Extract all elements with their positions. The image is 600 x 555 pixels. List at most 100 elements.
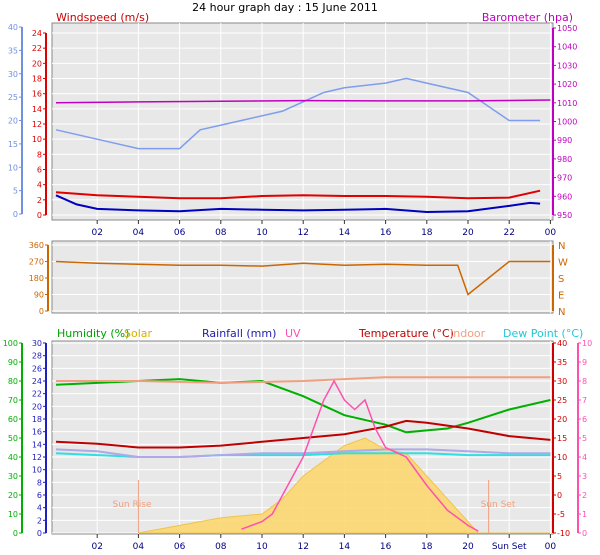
barometer-y-axis-tick-label: 1020 — [557, 80, 577, 89]
humidity-y-axis-tick-label: 60 — [8, 415, 18, 424]
climate-x-tick-label: 20 — [462, 542, 474, 552]
direction-plot-area — [51, 240, 554, 314]
temperature-y-axis-tick-label: 40 — [557, 339, 567, 348]
wind-outer-y-axis-tick-label: 0 — [13, 210, 18, 219]
wind-baro-x-tick-label: 08 — [215, 228, 227, 238]
wind-outer-y-axis-tick-label: 20 — [8, 117, 18, 126]
wind-baro-x-tick-label: 06 — [174, 228, 186, 238]
direction-series — [55, 260, 551, 296]
wind-baro-axes: 0510152025303540024681012141618202224950… — [8, 23, 578, 238]
legend-indoor: Indoor — [450, 327, 486, 340]
humidity-y-axis-tick-label: 0 — [13, 529, 18, 538]
uv-y-axis-tick-label: 0 — [582, 529, 587, 538]
sunset-label: Sun Set — [481, 500, 516, 510]
barometer-y-axis-tick-label: 1040 — [557, 43, 577, 52]
rainfall-y-axis-tick-label: 14 — [32, 440, 42, 449]
wind-baro-x-tick-label: 10 — [256, 228, 268, 238]
wind-inner-y-axis-tick-label: 18 — [32, 75, 42, 84]
wind-baro-plot-area — [51, 22, 554, 221]
climate-x-tick-label: 02 — [91, 542, 102, 552]
humidity-y-axis-tick-label: 80 — [8, 377, 18, 386]
humidity-y-axis-tick-label: 70 — [8, 396, 18, 405]
compass-label: W — [558, 258, 568, 269]
legend-solar: Solar — [124, 327, 153, 340]
direction-y-axis-tick-label: 0 — [39, 307, 44, 316]
rainfall-y-axis-tick-label: 24 — [32, 377, 42, 386]
series-line-humidity- — [55, 378, 551, 434]
uv-y-axis-tick-label: 1 — [582, 510, 587, 519]
windspeed-axis-label: Windspeed (m/s) — [56, 11, 149, 24]
temperature-y-axis-tick-label: -10 — [557, 529, 570, 538]
climate-x-tick-label: 16 — [380, 542, 392, 552]
legend-rainfall: Rainfall (mm) — [202, 327, 276, 340]
barometer-y-axis-tick-label: 960 — [557, 192, 572, 201]
wind-inner-y-axis-tick-label: 16 — [32, 90, 42, 99]
direction-y-axis-tick-label: 180 — [29, 274, 44, 283]
wind-baro-x-tick-label: 02 — [91, 228, 102, 238]
barometer-y-axis-tick-label: 1030 — [557, 61, 577, 70]
direction-y-axis-tick-label: 90 — [34, 291, 44, 300]
temperature-y-axis-tick-label: 25 — [557, 396, 567, 405]
wind-outer-y-axis-tick-label: 25 — [8, 93, 18, 102]
rainfall-y-axis-tick-label: 28 — [32, 352, 42, 361]
rainfall-y-axis-tick-label: 20 — [32, 402, 42, 411]
compass-label: N — [558, 307, 565, 318]
wind-outer-y-axis-tick-label: 40 — [8, 23, 18, 32]
wind-baro-x-tick-label: 00 — [545, 228, 557, 238]
compass-label: E — [558, 291, 564, 302]
sunrise-label: Sun Rise — [113, 500, 152, 510]
wind-outer-y-axis-tick-label: 30 — [8, 70, 18, 79]
rainfall-y-axis-tick-label: 12 — [32, 453, 42, 462]
temperature-y-axis-tick-label: 0 — [557, 491, 562, 500]
direction-grid — [52, 241, 553, 313]
rainfall-y-axis-tick-label: 4 — [37, 504, 42, 513]
wind-outer-y-axis-tick-label: 10 — [8, 163, 18, 172]
wind-baro-grid — [52, 23, 553, 220]
humidity-y-axis-tick-label: 90 — [8, 358, 18, 367]
wind-inner-y-axis-tick-label: 10 — [32, 135, 42, 144]
wind-inner-y-axis-tick-label: 14 — [32, 105, 42, 114]
climate-x-tick-label: 06 — [174, 542, 186, 552]
wind-outer-y-axis-tick-label: 5 — [13, 187, 18, 196]
climate-x-tick-label: 08 — [215, 542, 227, 552]
series-line-wind-direction — [55, 260, 551, 296]
wind-inner-y-axis-tick-label: 22 — [32, 44, 42, 53]
rainfall-y-axis-tick-label: 30 — [32, 339, 42, 348]
wind-baro-x-tick-label: 16 — [380, 228, 392, 238]
uv-y-axis-tick-label: 4 — [582, 453, 587, 462]
chart-title: 24 hour graph day : 15 June 2011 — [192, 1, 378, 14]
series-line-climate-4 — [55, 448, 551, 458]
uv-y-axis-tick-label: 6 — [582, 415, 587, 424]
climate-x-tick-label: 12 — [297, 542, 308, 552]
series-line-temperature-c- — [55, 419, 551, 449]
series-line-barometer-hpa- — [55, 99, 551, 104]
barometer-y-axis-tick-label: 950 — [557, 211, 572, 220]
temperature-y-axis-tick-label: 10 — [557, 453, 567, 462]
barometer-y-axis-tick-label: 1010 — [557, 99, 577, 108]
wind-inner-y-axis-tick-label: 6 — [37, 166, 42, 175]
wind-inner-y-axis-tick-label: 8 — [37, 150, 42, 159]
temperature-y-axis-tick-label: 30 — [557, 377, 567, 386]
rainfall-y-axis-tick-label: 26 — [32, 364, 42, 373]
temperature-y-axis-tick-label: 5 — [557, 472, 562, 481]
compass-label: S — [558, 274, 564, 285]
climate-x-tick-label: 00 — [545, 542, 557, 552]
climate-axes: 0102030405060708090100024681012141618202… — [3, 339, 592, 552]
series-line-wind-2 — [55, 194, 541, 214]
climate-series: Sun Rise Sun Set — [55, 376, 551, 534]
uv-y-axis-tick-label: 2 — [582, 491, 587, 500]
wind-inner-y-axis-tick-label: 0 — [37, 211, 42, 220]
wind-baro-x-tick-label: 14 — [339, 228, 351, 238]
uv-y-axis-tick-label: 7 — [582, 396, 587, 405]
wind-baro-x-tick-label: 20 — [462, 228, 474, 238]
temperature-y-axis-tick-label: 15 — [557, 434, 567, 443]
legend-dew-point: Dew Point (°C) — [503, 327, 583, 340]
direction-y-axis-tick-label: 270 — [29, 258, 44, 267]
barometer-y-axis-tick-label: 1050 — [557, 24, 577, 33]
rainfall-y-axis-tick-label: 18 — [32, 415, 42, 424]
barometer-axis-label: Barometer (hpa) — [482, 11, 573, 24]
humidity-y-axis-tick-label: 40 — [8, 453, 18, 462]
wind-outer-y-axis-tick-label: 35 — [8, 46, 18, 55]
legend-uv: UV — [285, 327, 301, 340]
